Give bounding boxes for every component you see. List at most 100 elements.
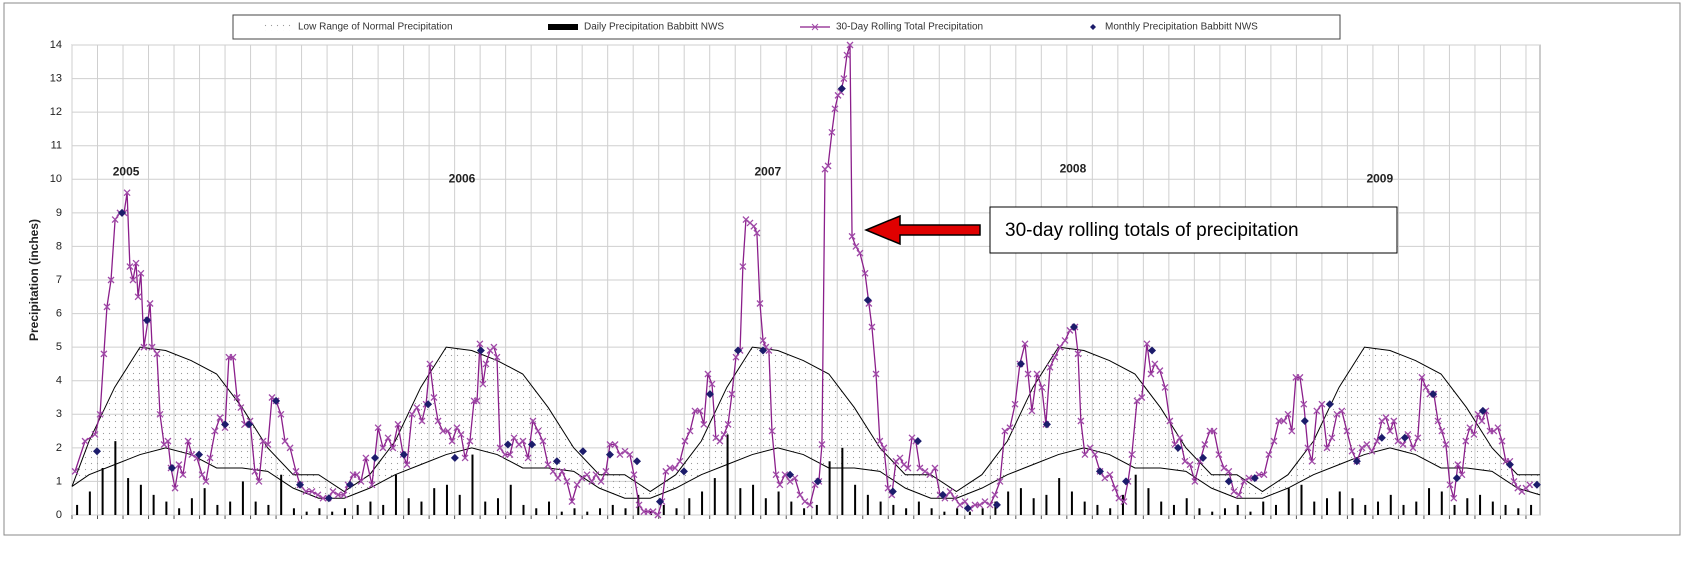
rolling-marker [175, 461, 183, 469]
daily-bar [752, 484, 755, 515]
rolling-marker [846, 41, 854, 49]
year-label: 2008 [1060, 161, 1087, 175]
rolling-marker [848, 232, 856, 240]
daily-bar [76, 504, 79, 515]
rolling-marker [1138, 394, 1146, 401]
rolling-marker [340, 491, 348, 499]
rolling-marker [164, 437, 172, 445]
rolling-marker [1111, 484, 1119, 492]
daily-bar [981, 508, 984, 515]
rolling-marker [259, 437, 267, 445]
rolling-marker [237, 404, 245, 412]
monthly-point [424, 400, 433, 409]
y-tick-label: 2 [56, 442, 62, 454]
rolling-marker [96, 410, 104, 418]
rolling-marker [1210, 427, 1218, 435]
monthly-point [1429, 390, 1438, 399]
rolling-marker [1386, 427, 1394, 435]
daily-bar [777, 491, 780, 515]
monthly-point [399, 450, 408, 459]
rolling-marker [1186, 461, 1194, 469]
rolling-marker [916, 464, 924, 472]
rolling-marker [671, 464, 679, 472]
rolling-marker [211, 427, 219, 435]
daily-bar [1096, 504, 1099, 515]
monthly-point [1478, 406, 1487, 415]
rolling-marker [1046, 363, 1054, 371]
rolling-marker [510, 434, 518, 442]
monthly-point [786, 470, 795, 479]
rolling-marker [824, 162, 832, 170]
rolling-marker [880, 444, 888, 452]
rolling-marker [1028, 407, 1036, 415]
rolling-marker [1128, 451, 1136, 459]
daily-bar [828, 461, 831, 515]
rolling-marker [1318, 400, 1326, 408]
daily-bar [956, 508, 959, 515]
daily-bar [1249, 511, 1252, 515]
rolling-marker [704, 370, 712, 378]
rolling-marker [946, 488, 954, 495]
rolling-marker [843, 51, 851, 59]
daily-bar [1160, 501, 1163, 515]
rolling-marker [413, 404, 421, 412]
rolling-marker [457, 430, 465, 438]
daily-bar [1211, 511, 1214, 515]
monthly-point [1069, 323, 1078, 331]
daily-bar [216, 504, 219, 515]
daily-bar [190, 498, 193, 515]
rolling-marker [107, 276, 115, 284]
daily-bar [1083, 501, 1086, 515]
daily-bar [114, 441, 117, 515]
rolling-marker [233, 394, 241, 401]
rolling-marker [426, 360, 434, 368]
monthly-point [527, 440, 536, 449]
rolling-marker [216, 414, 224, 422]
daily-bar [369, 501, 372, 515]
rolling-marker [626, 451, 634, 459]
rolling-marker [1474, 410, 1482, 418]
monthly-point [167, 464, 176, 472]
rolling-marker [81, 437, 89, 445]
rolling-marker [1422, 383, 1430, 391]
rolling-marker [473, 397, 481, 405]
rolling-marker [1143, 340, 1151, 348]
year-label: 2005 [113, 165, 140, 179]
year-label: 2007 [755, 165, 782, 179]
daily-bar [1274, 504, 1277, 515]
callout: 30-day rolling totals of precipitation [864, 206, 1398, 254]
rolling-marker [676, 457, 684, 465]
daily-bar [1517, 508, 1520, 515]
legend-label: Low Range of Normal Precipitation [298, 22, 453, 33]
rolling-marker [129, 276, 137, 284]
rolling-marker [1181, 457, 1189, 465]
rolling-marker [91, 430, 99, 438]
rolling-marker [1304, 444, 1312, 452]
rolling-marker [621, 447, 629, 455]
rolling-marker [534, 427, 542, 435]
daily-bar [1058, 478, 1061, 515]
daily-bar [815, 504, 818, 515]
rolling-marker [1077, 417, 1085, 425]
rolling-marker [374, 424, 382, 432]
monthly-point [734, 346, 743, 355]
monthly-point [1452, 474, 1461, 483]
y-tick-label: 13 [50, 72, 62, 84]
rolling-marker [630, 471, 638, 479]
daily-bar [382, 504, 385, 515]
monthly-point [92, 447, 101, 456]
rolling-marker [724, 420, 732, 428]
rolling-marker [781, 471, 789, 479]
monthly-point [679, 467, 688, 476]
rolling-marker [1526, 481, 1534, 489]
rolling-marker [1454, 461, 1462, 469]
rolling-marker [691, 407, 699, 415]
y-tick-label: 12 [50, 106, 62, 118]
monthly-point [142, 316, 151, 325]
daily-bar [1351, 498, 1354, 515]
rolling-marker [1051, 353, 1059, 361]
daily-bar [1147, 488, 1150, 515]
rolling-marker [439, 427, 447, 435]
daily-bar [241, 481, 244, 515]
daily-bar [509, 484, 512, 515]
